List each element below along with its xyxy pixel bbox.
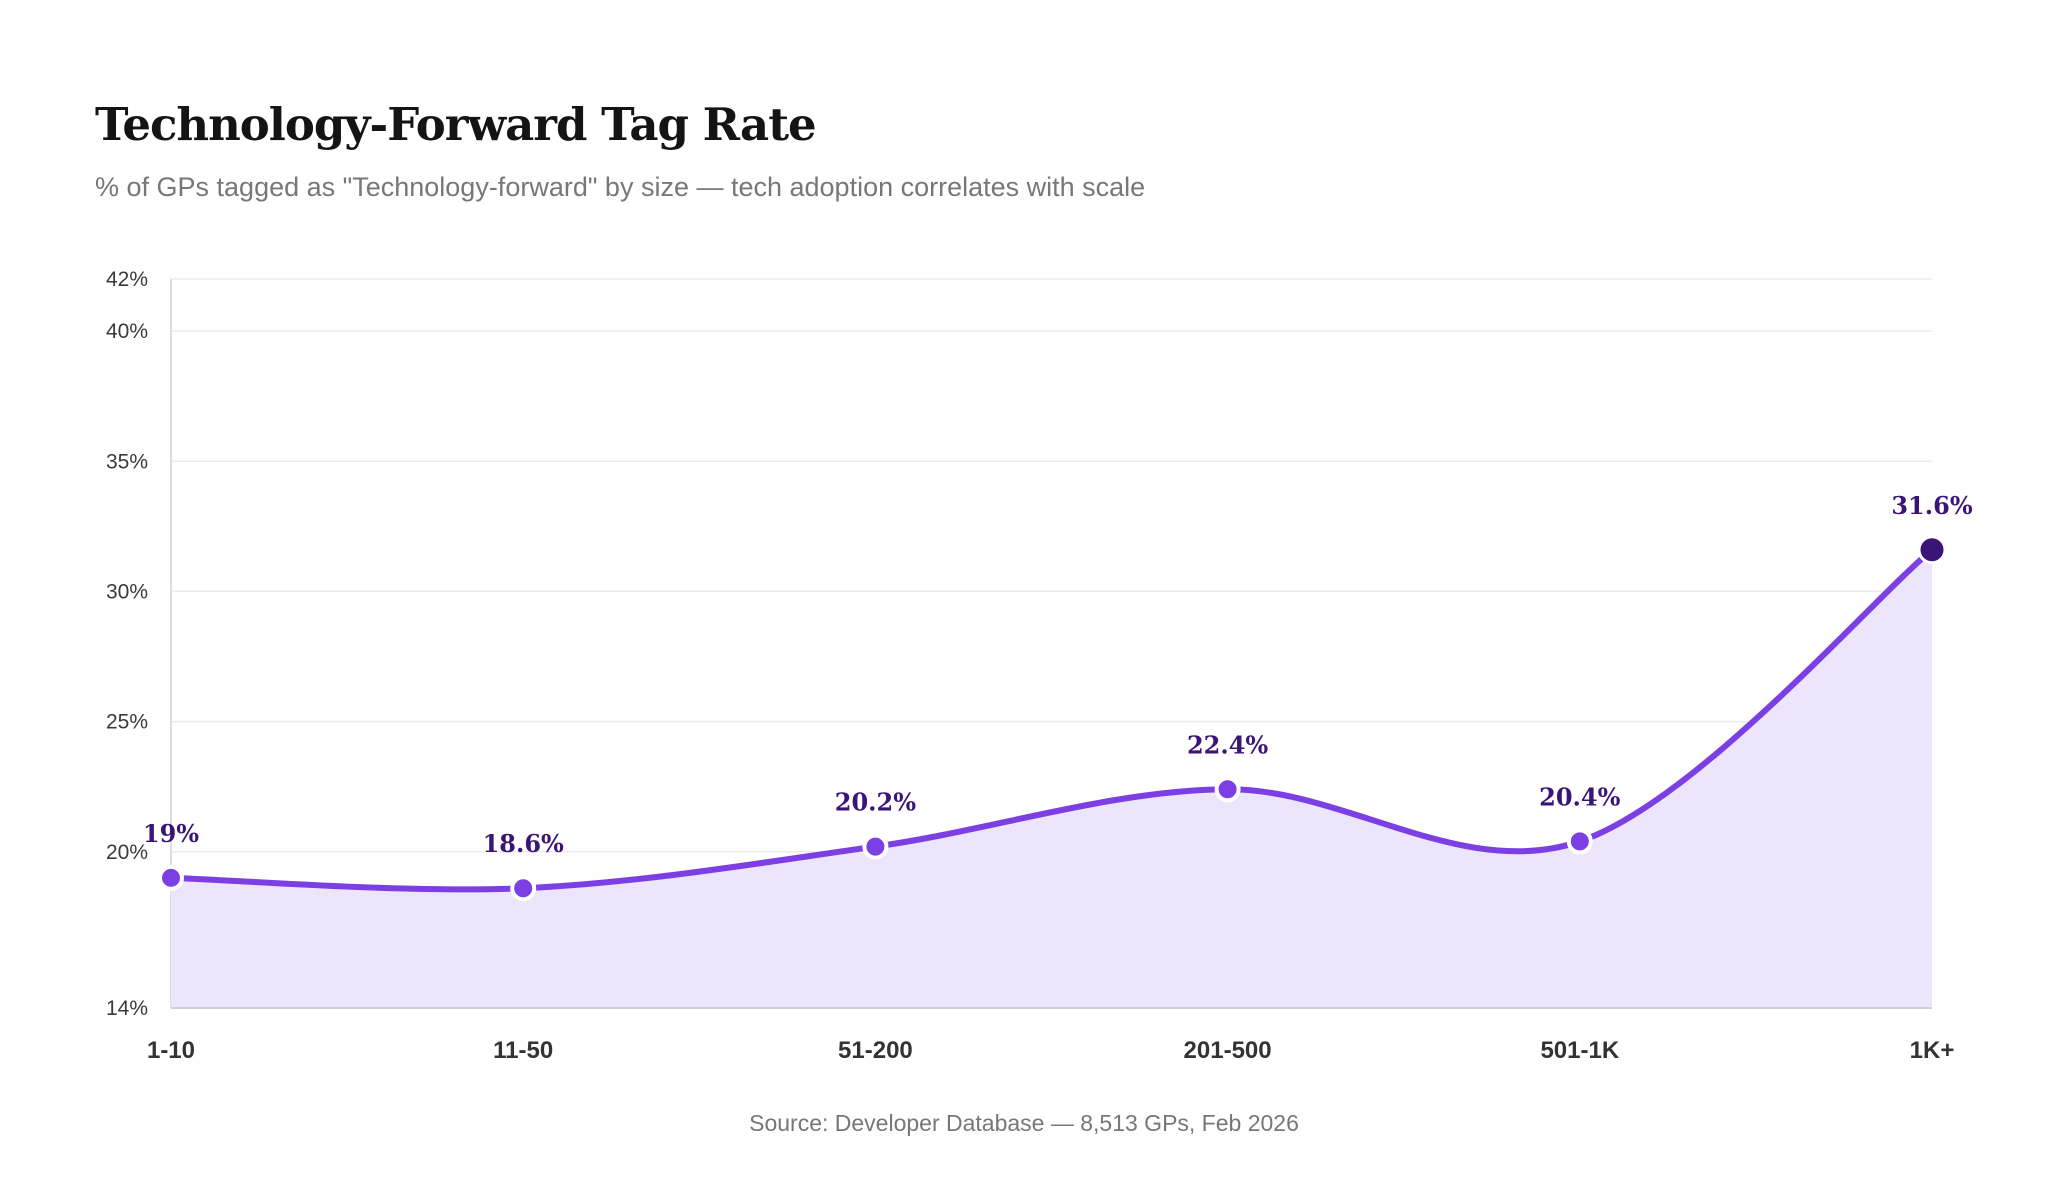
source-note: Source: Developer Database — 8,513 GPs, … (749, 1110, 1299, 1136)
y-tick-label: 35% (106, 450, 148, 473)
y-tick-label: 20% (106, 841, 148, 864)
x-tick-label: 51-200 (838, 1037, 913, 1064)
x-tick-label: 501-1K (1540, 1037, 1619, 1064)
data-label: 20.2% (835, 788, 916, 817)
data-label: 20.4% (1539, 782, 1620, 811)
x-tick-label: 201-500 (1184, 1037, 1272, 1064)
data-point-highlight (1917, 535, 1947, 565)
series-area-fill (171, 549, 1932, 1008)
y-tick-label: 30% (106, 580, 148, 603)
y-tick-label: 40% (106, 320, 148, 343)
series-line (168, 546, 1935, 893)
x-tick-label: 1K+ (1910, 1037, 1955, 1064)
x-tick-label: 1-10 (147, 1037, 195, 1064)
data-point (862, 833, 889, 860)
data-point (1214, 776, 1241, 803)
data-point (158, 864, 184, 891)
data-point (1566, 828, 1593, 855)
chart-subtitle: % of GPs tagged as "Technology-forward" … (95, 172, 1146, 202)
y-tick-label: 25% (106, 711, 148, 734)
data-label: 18.6% (483, 829, 564, 858)
y-tick-label: 42% (106, 268, 148, 291)
data-label: 19% (143, 819, 199, 848)
data-label: 22.4% (1187, 730, 1268, 759)
x-tick-label: 11-50 (493, 1037, 553, 1064)
chart-area: 14% 20% 25% 30% 35% 40% 42% 19% 1-10 18.6% 11-50 20… (106, 268, 1973, 1064)
chart-title: Technology-Forward Tag Rate (95, 98, 817, 151)
data-point (510, 875, 537, 902)
y-tick-label: 14% (106, 997, 148, 1020)
data-label: 31.6% (1891, 491, 1972, 520)
